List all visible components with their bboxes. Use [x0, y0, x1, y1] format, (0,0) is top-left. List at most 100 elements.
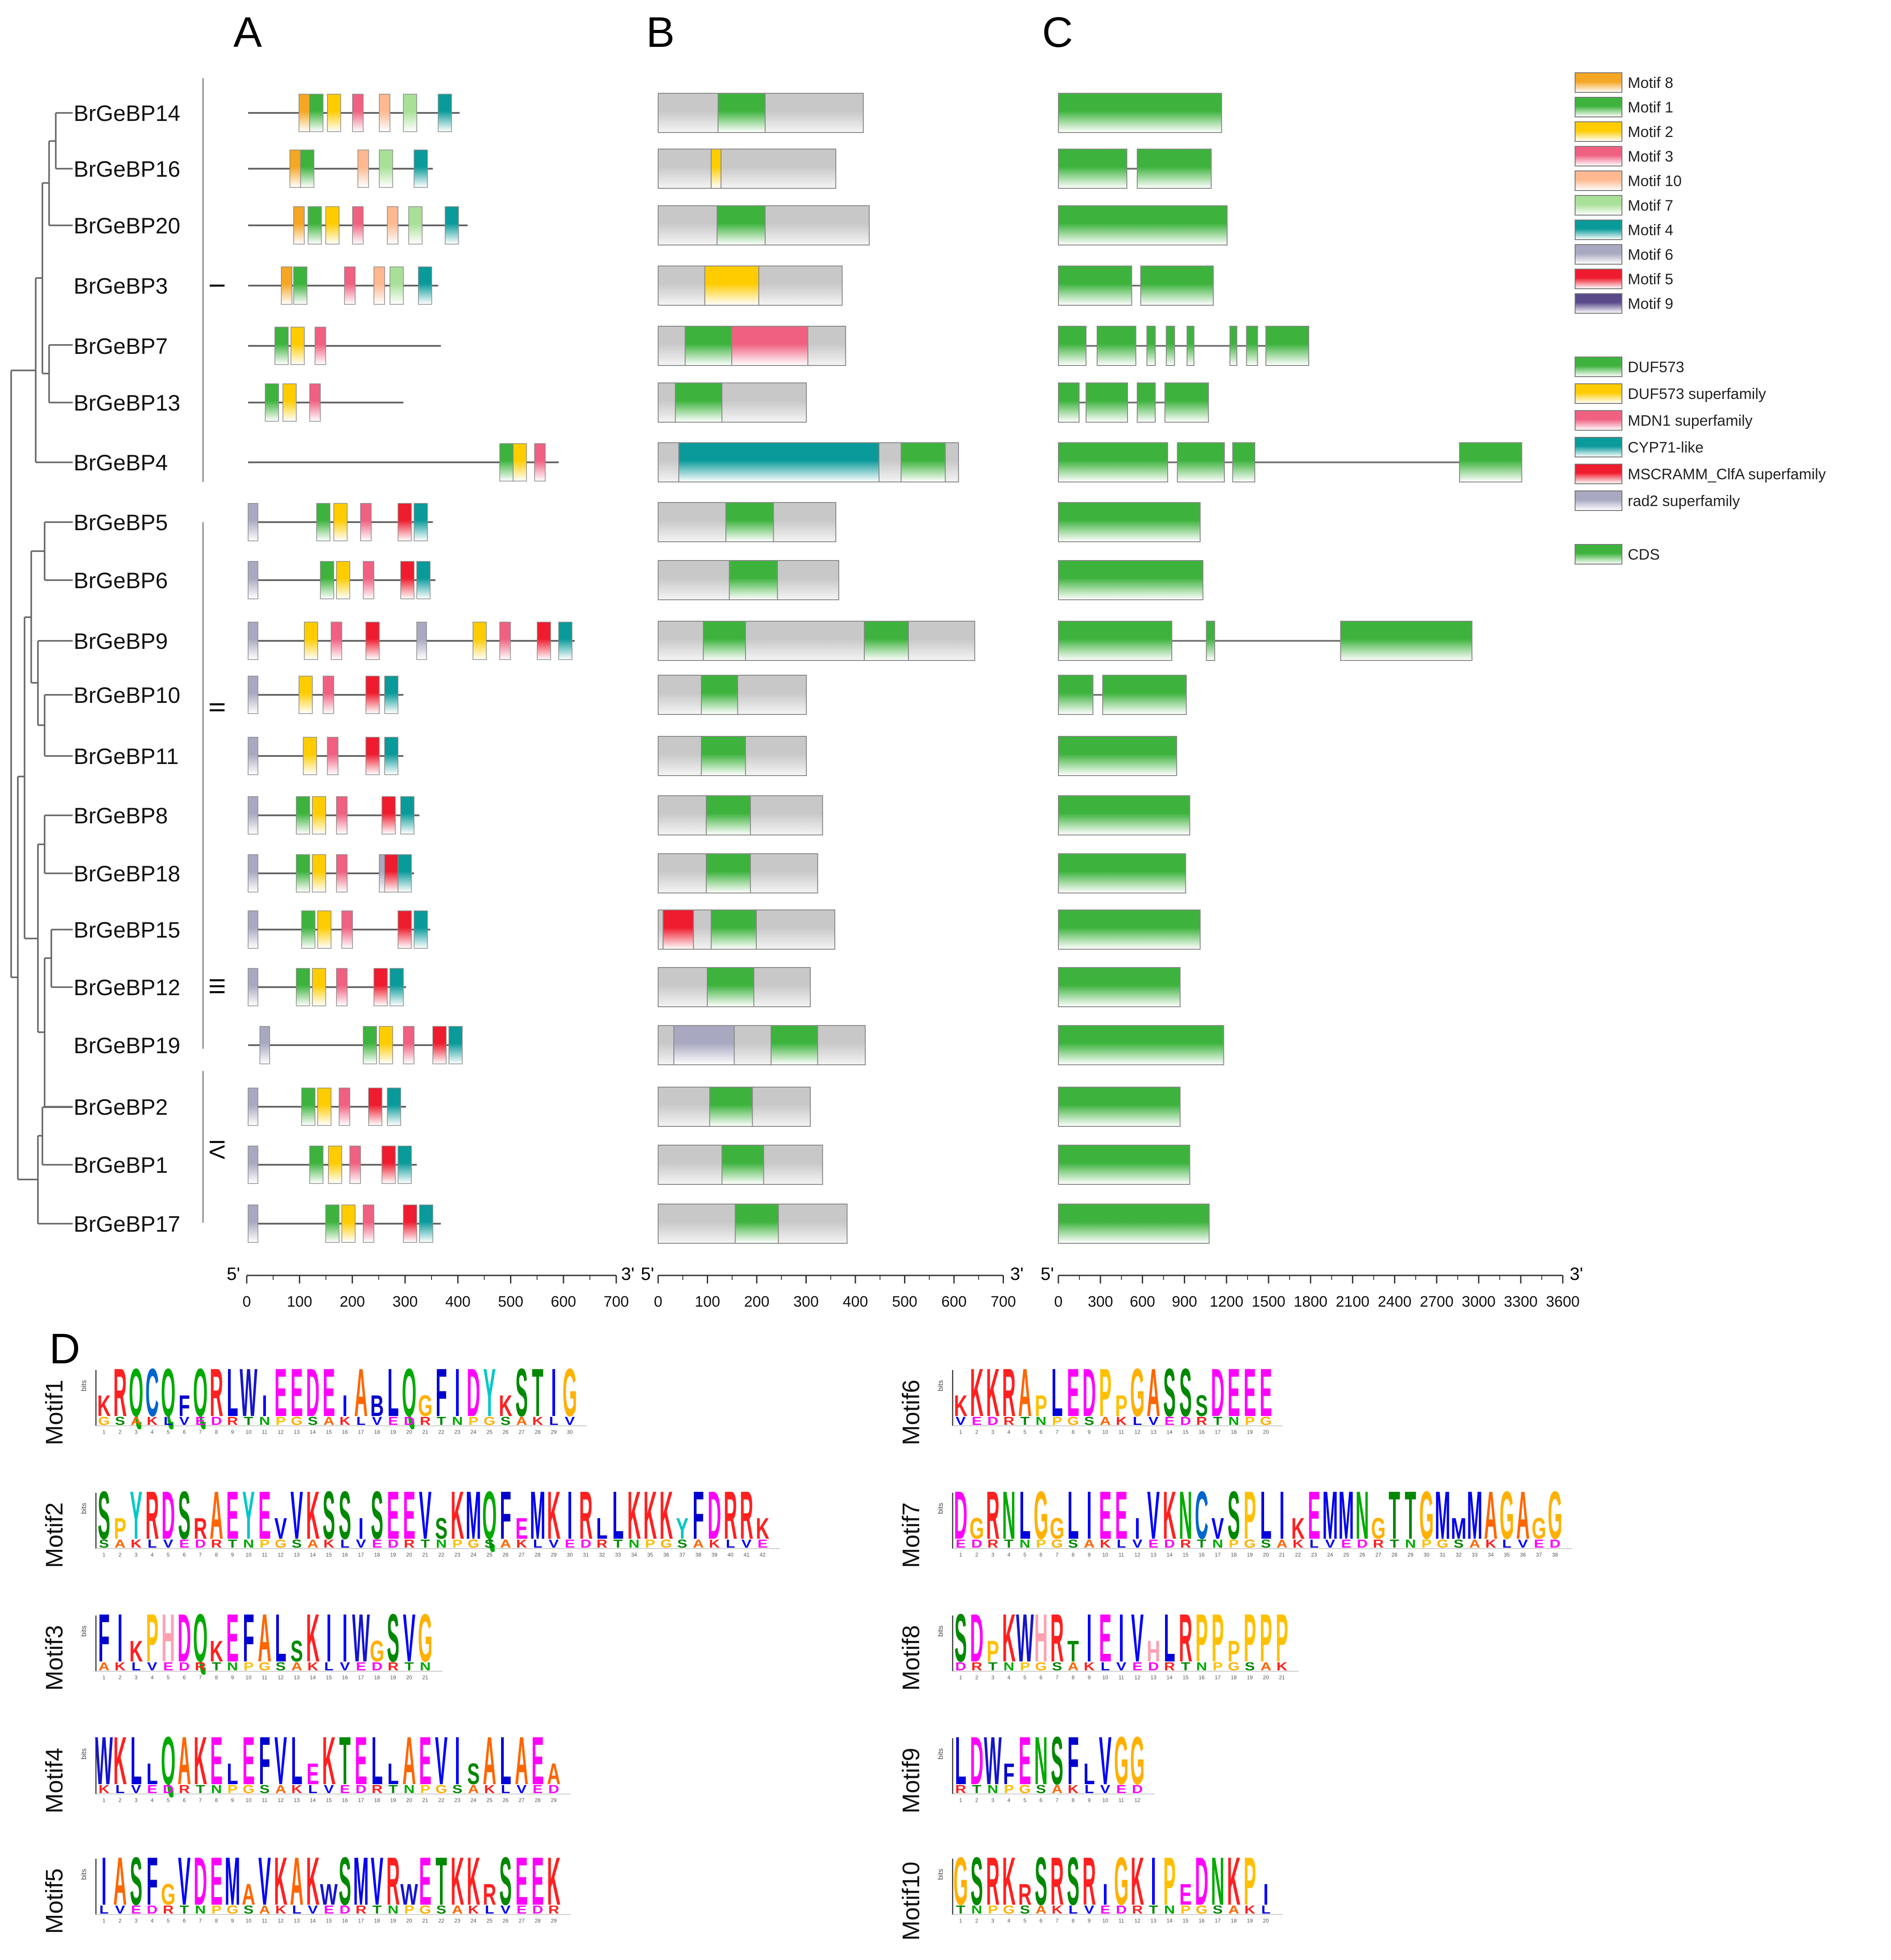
logo-letter: W [352, 1600, 370, 1676]
domain-duf573 [705, 795, 751, 835]
logo-letter: L [1164, 1600, 1175, 1676]
logo-letter: P [1115, 1389, 1128, 1422]
logo-letter: N [1211, 1843, 1224, 1919]
cds-row-brgebp14 [1058, 93, 1222, 133]
domain-duf573 [675, 382, 722, 423]
logo-bits-label: bits [80, 1503, 88, 1514]
logo-letter: A [547, 1757, 560, 1790]
axis-c-three-prime: 3' [1570, 1264, 1583, 1284]
domain-duf573 [709, 1087, 753, 1127]
logo-position-label: 11 [262, 1674, 268, 1681]
logo-letter: E [419, 1723, 431, 1798]
logo-position-label: 9 [231, 1797, 234, 1803]
logo-letter: K [1131, 1843, 1144, 1919]
motif-10-box [373, 266, 385, 305]
motif-legend-swatch [1575, 146, 1622, 166]
axis-b-three-prime: 3' [1010, 1264, 1024, 1284]
logo-position-label: 33 [615, 1552, 621, 1558]
motif-3-box [349, 1146, 361, 1184]
cds-legend: CDS [1575, 544, 1660, 565]
gene-label-brgebp3: BrGeBP3 [74, 274, 168, 299]
logo-position-label: 17 [1215, 1674, 1221, 1681]
gene-label-brgebp15: BrGeBP15 [74, 918, 180, 943]
motif-row-brgebp17 [248, 1204, 441, 1243]
logo-position-label: 3 [991, 1918, 995, 1924]
logo-position-label: 18 [374, 1552, 380, 1558]
logo-position-label: 22 [438, 1552, 444, 1558]
logo-letter-minor: L [549, 1415, 559, 1428]
logo-position-label: 7 [1056, 1797, 1059, 1803]
motif-2-box [325, 206, 340, 245]
logo-position-label: 16 [1198, 1552, 1205, 1558]
logo-letter-minor: R [597, 1538, 608, 1550]
logo-letter-minor: E [356, 1661, 366, 1673]
logo-position-label: 25 [486, 1918, 493, 1924]
group-label-iii: III [205, 977, 228, 995]
logo-letter: R [1050, 1600, 1064, 1676]
gene-label-brgebp16: BrGeBP16 [74, 157, 180, 182]
logo-letter: K [1227, 1843, 1240, 1919]
logo-bits-label: bits [80, 1380, 88, 1391]
logo-letter-minor: N [404, 1783, 415, 1796]
domain-cyp71-like [678, 442, 879, 482]
cds-exon [1058, 1025, 1224, 1065]
logo-letter: F [98, 1600, 110, 1676]
logo-letter-minor: L [485, 1904, 494, 1916]
logo-letter: K [547, 1843, 560, 1919]
logo-letter: D [954, 1477, 967, 1553]
logo-letter-minor: T [972, 1783, 982, 1796]
cds-panel-c [1058, 93, 1522, 1244]
logo-position-label: 23 [454, 1552, 460, 1558]
motif-1-box [293, 266, 307, 305]
group-label-iv: IV [205, 1139, 228, 1159]
logo-letter: D [162, 1477, 175, 1553]
motif-2-box [317, 1088, 332, 1126]
logo-position-label: 19 [390, 1552, 396, 1558]
logo-letter-minor: E [956, 1538, 966, 1550]
motif-8-box [299, 94, 310, 132]
logo-position-label: 2 [975, 1918, 979, 1924]
logo-letter-minor: S [1068, 1538, 1078, 1550]
logo-letter-minor: A [1228, 1904, 1240, 1916]
logo-letter-minor: T [389, 1783, 398, 1796]
logo-letter: M [1323, 1477, 1338, 1553]
motif-2-box [303, 737, 317, 775]
motif-8-box [281, 266, 293, 305]
motif-4-box [384, 676, 398, 714]
logo-position-label: 14 [310, 1552, 316, 1558]
logo-position-label: 18 [374, 1918, 380, 1924]
logo-letter-minor: G [468, 1538, 479, 1550]
logo-letter: K [1291, 1512, 1305, 1545]
domain-duf573 [729, 560, 778, 600]
logo-position-label: 19 [1247, 1918, 1253, 1924]
logo-position-label: 5 [167, 1674, 170, 1681]
logo-letter-minor: A [275, 1783, 286, 1796]
logo-position-label: 12 [1134, 1674, 1140, 1681]
panel-label-b: B [646, 8, 675, 56]
motif-row-brgebp19 [248, 1026, 463, 1064]
logo-letter: K [643, 1477, 657, 1553]
logo-position-label: 29 [551, 1552, 557, 1558]
motif-legend-swatch [1575, 195, 1622, 216]
logo-letter: S [371, 1477, 383, 1553]
cds-exon [1058, 853, 1186, 893]
logo-position-label: 35 [1504, 1552, 1510, 1558]
logo-position-label: 5 [167, 1552, 170, 1558]
logo-letter: T [532, 1354, 543, 1430]
cds-exon [1086, 382, 1128, 423]
logo-position-label: 7 [199, 1797, 202, 1803]
logo-position-label: 1 [959, 1429, 962, 1435]
axis-tick-label: 400 [445, 1293, 471, 1310]
logo-position-label: 7 [199, 1552, 202, 1558]
logo-position-label: 10 [245, 1552, 252, 1558]
logo-motif10: Motif10 bits GT1SN2RP3KG4RS5SA6RK7SL8RV9IE… [898, 1843, 1283, 1941]
logo-letter: D [467, 1354, 480, 1430]
domain-legend-swatch [1575, 383, 1622, 404]
logo-letter: V [371, 1843, 383, 1919]
axis-tick-label: 300 [393, 1293, 418, 1310]
logo-name-motif4: Motif4 [41, 1748, 68, 1813]
logo-letter-minor: D [971, 1538, 983, 1550]
logo-position-label: 4 [151, 1552, 154, 1558]
logo-position-label: 25 [1343, 1552, 1349, 1558]
logo-position-label: 31 [583, 1552, 589, 1558]
